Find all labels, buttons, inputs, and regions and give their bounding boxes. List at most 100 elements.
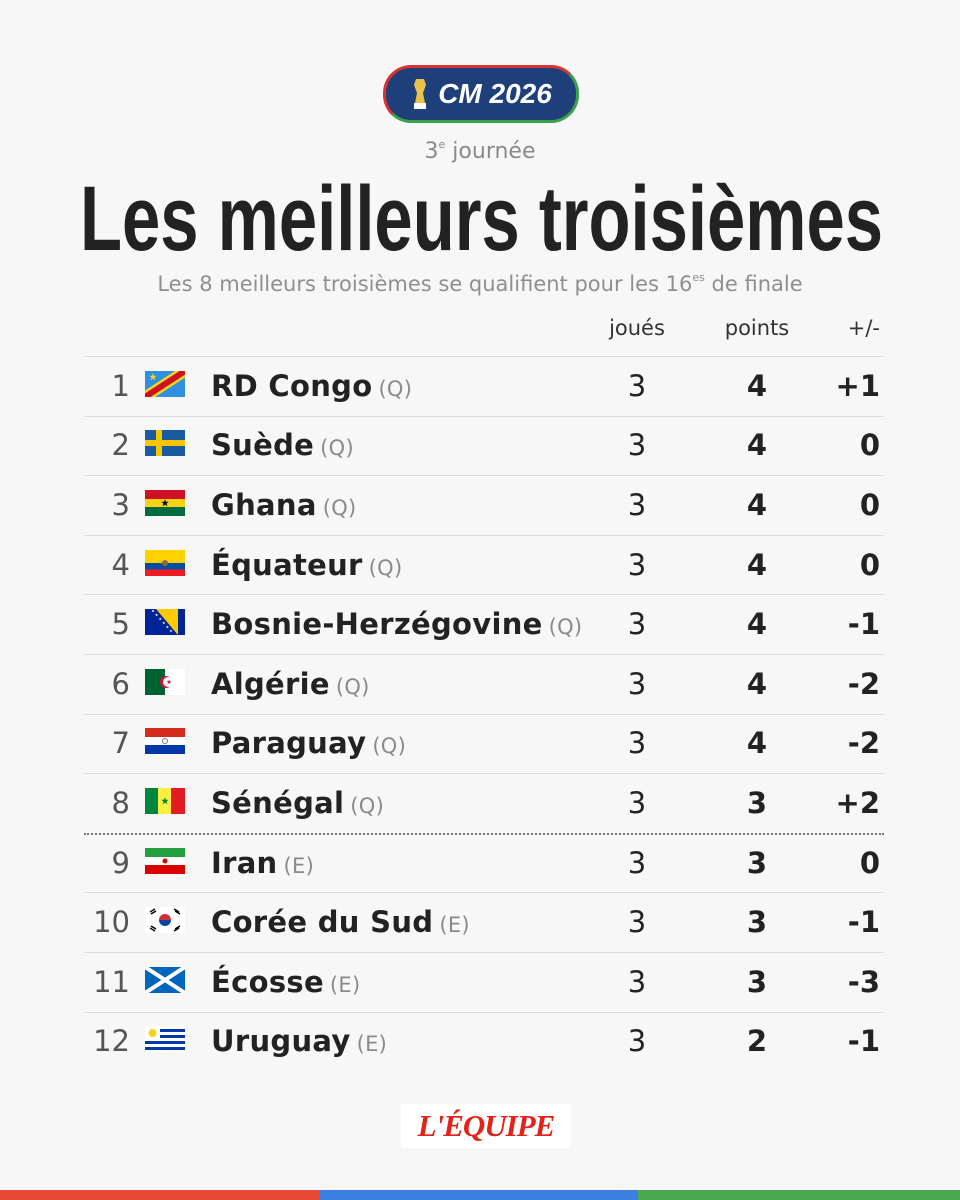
team-name: Algérie — [211, 666, 330, 701]
row-line — [84, 594, 884, 596]
rank: 10 — [93, 905, 130, 940]
rank: 11 — [93, 964, 130, 999]
flag-image — [143, 965, 187, 995]
goal-diff: -1 — [847, 1024, 880, 1059]
played: 3 — [627, 666, 647, 701]
flag — [145, 668, 185, 695]
rank: 8 — [111, 786, 130, 820]
played: 3 — [627, 905, 647, 940]
played: 3 — [627, 607, 647, 642]
flag-image — [145, 430, 185, 457]
note: Les 8 meilleurs troisièmes se qualifient… — [0, 271, 960, 296]
team-cell: Corée du Sud (E) — [211, 904, 470, 943]
title: Les meilleurs troisièmes — [80, 168, 883, 268]
flag — [145, 490, 185, 516]
team-status: (Q) — [322, 496, 357, 520]
round: 3e journée — [0, 138, 960, 164]
flag-image — [145, 490, 185, 516]
row-line — [84, 892, 884, 894]
played: 3 — [627, 368, 647, 403]
goal-diff: +2 — [835, 786, 880, 820]
played: 3 — [627, 547, 647, 582]
flag-image — [145, 728, 185, 755]
row-line — [84, 952, 884, 953]
rank: 7 — [111, 726, 130, 761]
team-status: (Q) — [378, 376, 413, 401]
played: 3 — [627, 1024, 647, 1059]
team-cell: Ghana (Q) — [211, 487, 357, 526]
team-name: Corée du Sud — [211, 905, 434, 940]
points: 3 — [746, 845, 768, 880]
team-status: (Q) — [372, 734, 407, 759]
team-name: Suède — [211, 428, 315, 463]
points: 4 — [746, 368, 768, 403]
logo-text: CM 2026 — [438, 78, 552, 109]
team-status: (Q) — [548, 615, 583, 640]
goal-diff: 0 — [859, 845, 880, 880]
flag — [145, 1026, 185, 1053]
played: 3 — [627, 845, 647, 880]
team-cell: Suède (Q) — [211, 427, 354, 466]
points: 4 — [746, 666, 768, 701]
stripe-green — [638, 1190, 960, 1200]
points: 3 — [746, 786, 768, 820]
team-name: RD Congo — [211, 368, 373, 403]
rank: 6 — [111, 666, 130, 701]
flag — [145, 907, 185, 934]
flag-image — [142, 366, 188, 402]
rank: 12 — [93, 1024, 130, 1059]
goal-diff: -1 — [847, 607, 880, 642]
row-line — [84, 356, 884, 357]
note-sup: es — [692, 271, 705, 284]
team-name: Sénégal — [211, 786, 345, 820]
played: 3 — [627, 488, 647, 522]
team-name: Équateur — [211, 547, 363, 582]
flag — [145, 430, 185, 457]
column-header: points — [724, 316, 790, 340]
brand-logo: L'ÉQUIPE — [401, 1104, 571, 1148]
team-status: (Q) — [335, 674, 370, 699]
goal-diff: 0 — [859, 547, 880, 582]
played: 3 — [627, 964, 647, 999]
row-line — [84, 773, 884, 775]
flag-image — [145, 907, 185, 934]
flag — [142, 366, 188, 402]
team-status: (E) — [283, 853, 315, 878]
team-name: Ghana — [211, 488, 317, 522]
flag-image — [145, 847, 185, 874]
flag — [145, 788, 185, 814]
flag — [145, 549, 185, 576]
stripe-blue — [320, 1190, 638, 1200]
team-cell: Écosse (E) — [211, 964, 360, 1003]
rank: 2 — [111, 428, 130, 463]
flag — [145, 609, 185, 636]
team-cell: Paraguay (Q) — [211, 725, 406, 764]
team-cell: Équateur (Q) — [211, 547, 403, 586]
team-cell: Sénégal (Q) — [211, 785, 384, 824]
points: 4 — [746, 428, 768, 463]
flag-image — [145, 1026, 185, 1053]
team-status: (E) — [356, 1032, 388, 1057]
competition-logo: CM 2026 — [383, 65, 579, 123]
team-status: (E) — [329, 972, 361, 997]
row-line — [84, 713, 884, 715]
row-line — [84, 475, 884, 477]
team-name: Bosnie-Herzégovine — [211, 607, 543, 642]
points: 4 — [746, 607, 768, 642]
flag — [145, 728, 185, 755]
goal-diff: -1 — [847, 905, 880, 940]
goal-diff: -2 — [847, 726, 880, 761]
flag — [143, 965, 187, 995]
points: 4 — [746, 726, 768, 761]
trophy-icon — [414, 79, 427, 109]
goal-diff: 0 — [859, 428, 880, 463]
flag-image — [145, 609, 185, 636]
rank: 5 — [111, 607, 130, 642]
goal-diff: 0 — [859, 488, 880, 522]
played: 3 — [627, 726, 647, 761]
played: 3 — [627, 428, 647, 463]
team-cell: RD Congo (Q) — [211, 368, 412, 407]
team-status: (Q) — [350, 794, 385, 818]
team-name: Écosse — [211, 964, 324, 999]
rank: 4 — [111, 547, 130, 582]
